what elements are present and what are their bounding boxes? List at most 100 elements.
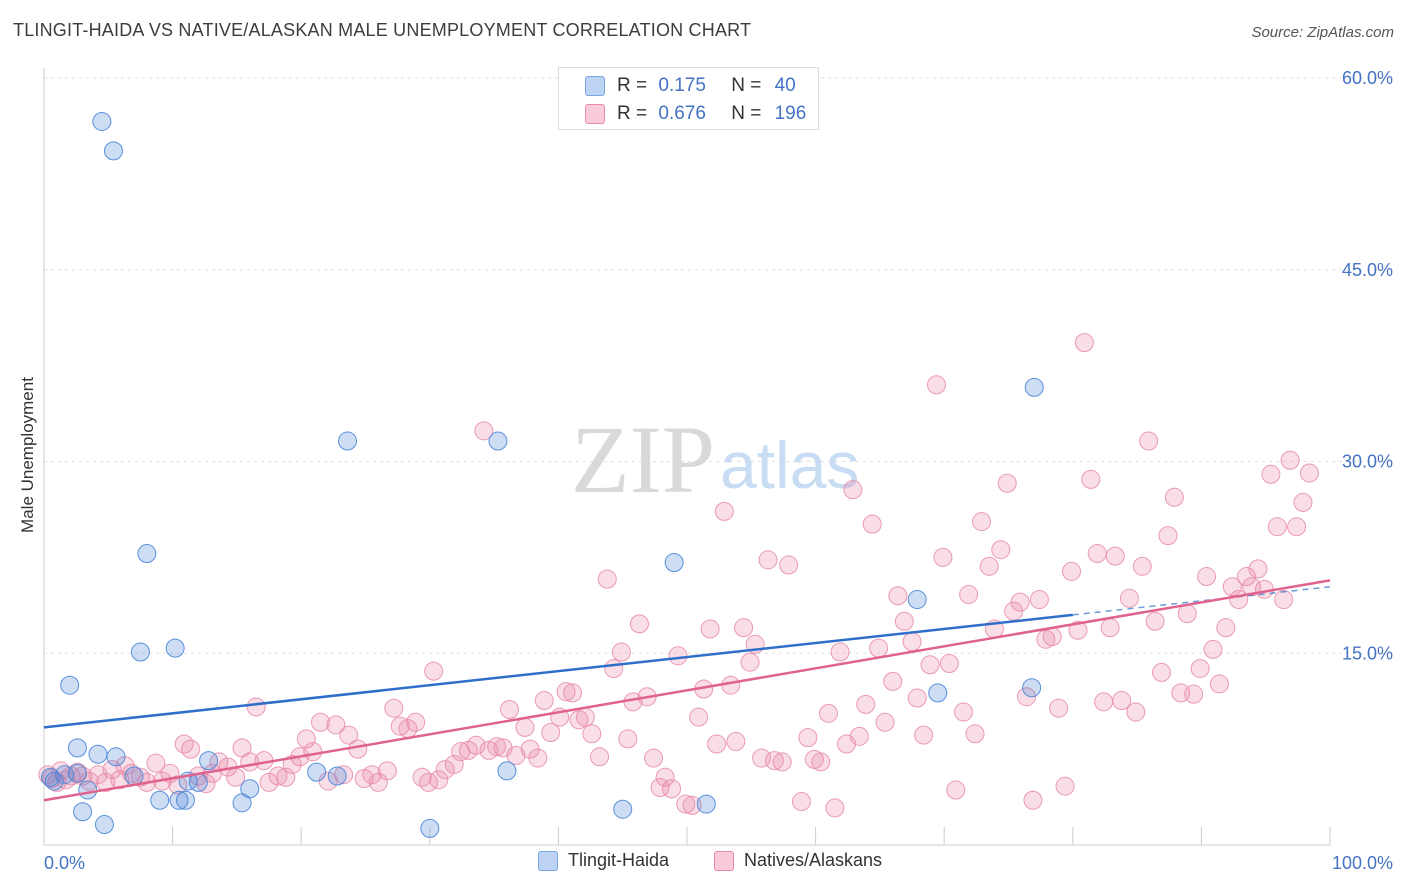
- data-point-natives-alaskans: [875, 712, 895, 732]
- data-point-natives-alaskans: [1105, 546, 1125, 566]
- data-point-natives-alaskans: [1010, 592, 1030, 612]
- data-point-natives-alaskans: [474, 421, 494, 441]
- data-point-natives-alaskans: [991, 540, 1011, 560]
- stats-n-label: N =: [731, 103, 762, 124]
- stats-r-label: R =: [617, 103, 648, 124]
- stats-box: R = 0.175 N = 40 R = 0.676 N = 196: [558, 67, 819, 130]
- data-point-tlingit-haida: [44, 771, 64, 791]
- legend-item-natives-alaskans[interactable]: Natives/Alaskans: [714, 850, 882, 871]
- trend-line-tlingit-haida: [43, 613, 1073, 729]
- data-point-tlingit-haida: [92, 111, 112, 131]
- data-point-natives-alaskans: [894, 611, 914, 631]
- data-point-natives-alaskans: [556, 682, 576, 702]
- data-point-natives-alaskans: [1100, 618, 1120, 638]
- legend-swatch-blue: [538, 850, 558, 871]
- data-point-natives-alaskans: [362, 765, 382, 785]
- data-point-natives-alaskans: [276, 767, 296, 787]
- legend-label: Natives/Alaskans: [744, 850, 883, 870]
- data-point-natives-alaskans: [1222, 577, 1242, 597]
- y-tick-label: 60.0%: [1342, 68, 1393, 88]
- data-point-natives-alaskans: [979, 556, 999, 576]
- data-point-natives-alaskans: [506, 746, 526, 766]
- data-point-tlingit-haida: [420, 818, 440, 838]
- data-point-natives-alaskans: [1029, 590, 1049, 610]
- data-point-natives-alaskans: [1094, 692, 1114, 712]
- data-point-natives-alaskans: [682, 795, 702, 815]
- data-point-natives-alaskans: [1203, 639, 1223, 659]
- data-point-natives-alaskans: [1126, 702, 1146, 722]
- data-point-natives-alaskans: [707, 734, 727, 754]
- legend-item-tlingit-haida[interactable]: Tlingit-Haida: [538, 850, 669, 871]
- data-point-natives-alaskans: [740, 652, 760, 672]
- data-point-natives-alaskans: [541, 723, 561, 743]
- data-point-natives-alaskans: [1087, 544, 1107, 564]
- data-point-natives-alaskans: [700, 619, 720, 639]
- data-point-natives-alaskans: [1023, 790, 1043, 810]
- data-point-natives-alaskans: [174, 734, 194, 754]
- data-point-natives-alaskans: [971, 512, 991, 532]
- trend-lines: [43, 579, 1331, 802]
- data-point-natives-alaskans: [1293, 492, 1313, 512]
- data-point-natives-alaskans: [662, 779, 682, 799]
- data-point-natives-alaskans: [611, 642, 631, 662]
- data-point-natives-alaskans: [946, 780, 966, 800]
- data-point-natives-alaskans: [429, 770, 449, 790]
- legend-label: Tlingit-Haida: [568, 850, 670, 870]
- data-point-tlingit-haida: [88, 744, 108, 764]
- data-point-natives-alaskans: [825, 798, 845, 818]
- data-point-natives-alaskans: [303, 742, 323, 762]
- tick-labels: 15.0% 30.0% 45.0% 60.0% 0.0% 100.0%: [44, 68, 1393, 873]
- data-point-natives-alaskans: [1049, 698, 1069, 718]
- data-point-natives-alaskans: [110, 770, 130, 790]
- data-point-natives-alaskans: [862, 514, 882, 534]
- data-point-tlingit-haida: [60, 675, 80, 695]
- data-point-natives-alaskans: [618, 729, 638, 749]
- source-credit: Source: ZipAtlas.com: [1251, 24, 1394, 41]
- data-point-natives-alaskans: [1274, 590, 1294, 610]
- data-point-natives-alaskans: [997, 473, 1017, 493]
- data-point-natives-alaskans: [390, 716, 410, 736]
- data-point-natives-alaskans: [597, 569, 617, 589]
- data-point-tlingit-haida: [199, 751, 219, 771]
- data-point-natives-alaskans: [1299, 463, 1319, 483]
- data-point-natives-alaskans: [668, 646, 688, 666]
- data-point-natives-alaskans: [1280, 450, 1300, 470]
- data-point-tlingit-haida: [696, 794, 716, 814]
- data-point-natives-alaskans: [914, 725, 934, 745]
- stats-r-label: R =: [617, 75, 648, 96]
- data-point-tlingit-haida: [130, 642, 150, 662]
- data-point-natives-alaskans: [1216, 618, 1236, 638]
- data-point-natives-alaskans: [348, 739, 368, 759]
- data-point-natives-alaskans: [791, 792, 811, 812]
- data-point-natives-alaskans: [296, 729, 316, 749]
- data-point-natives-alaskans: [1248, 559, 1268, 579]
- data-point-natives-alaskans: [534, 691, 554, 711]
- data-point-natives-alaskans: [88, 765, 108, 785]
- data-point-natives-alaskans: [907, 688, 927, 708]
- stats-r-value: 0.175: [658, 75, 706, 96]
- data-point-tlingit-haida: [907, 590, 927, 610]
- data-point-natives-alaskans: [528, 748, 548, 768]
- data-point-natives-alaskans: [1112, 691, 1132, 711]
- data-point-natives-alaskans: [384, 698, 404, 718]
- data-point-natives-alaskans: [246, 697, 266, 717]
- data-point-natives-alaskans: [339, 725, 359, 745]
- watermark-zip: ZIP: [571, 406, 715, 513]
- data-point-natives-alaskans: [1164, 487, 1184, 507]
- data-point-tlingit-haida: [307, 762, 327, 782]
- data-point-natives-alaskans: [818, 703, 838, 723]
- data-point-natives-alaskans: [888, 586, 908, 606]
- data-point-natives-alaskans: [334, 765, 354, 785]
- stats-n-value: 40: [774, 75, 796, 96]
- data-point-natives-alaskans: [1152, 662, 1172, 682]
- data-point-natives-alaskans: [726, 731, 746, 751]
- data-point-tlingit-haida: [664, 552, 684, 572]
- data-point-natives-alaskans: [1177, 604, 1197, 624]
- data-point-natives-alaskans: [830, 642, 850, 662]
- data-point-natives-alaskans: [1139, 431, 1159, 451]
- legend-swatch-pink: [714, 850, 734, 871]
- data-point-natives-alaskans: [1042, 627, 1062, 647]
- data-point-tlingit-haida: [67, 738, 87, 758]
- data-point-natives-alaskans: [377, 761, 397, 781]
